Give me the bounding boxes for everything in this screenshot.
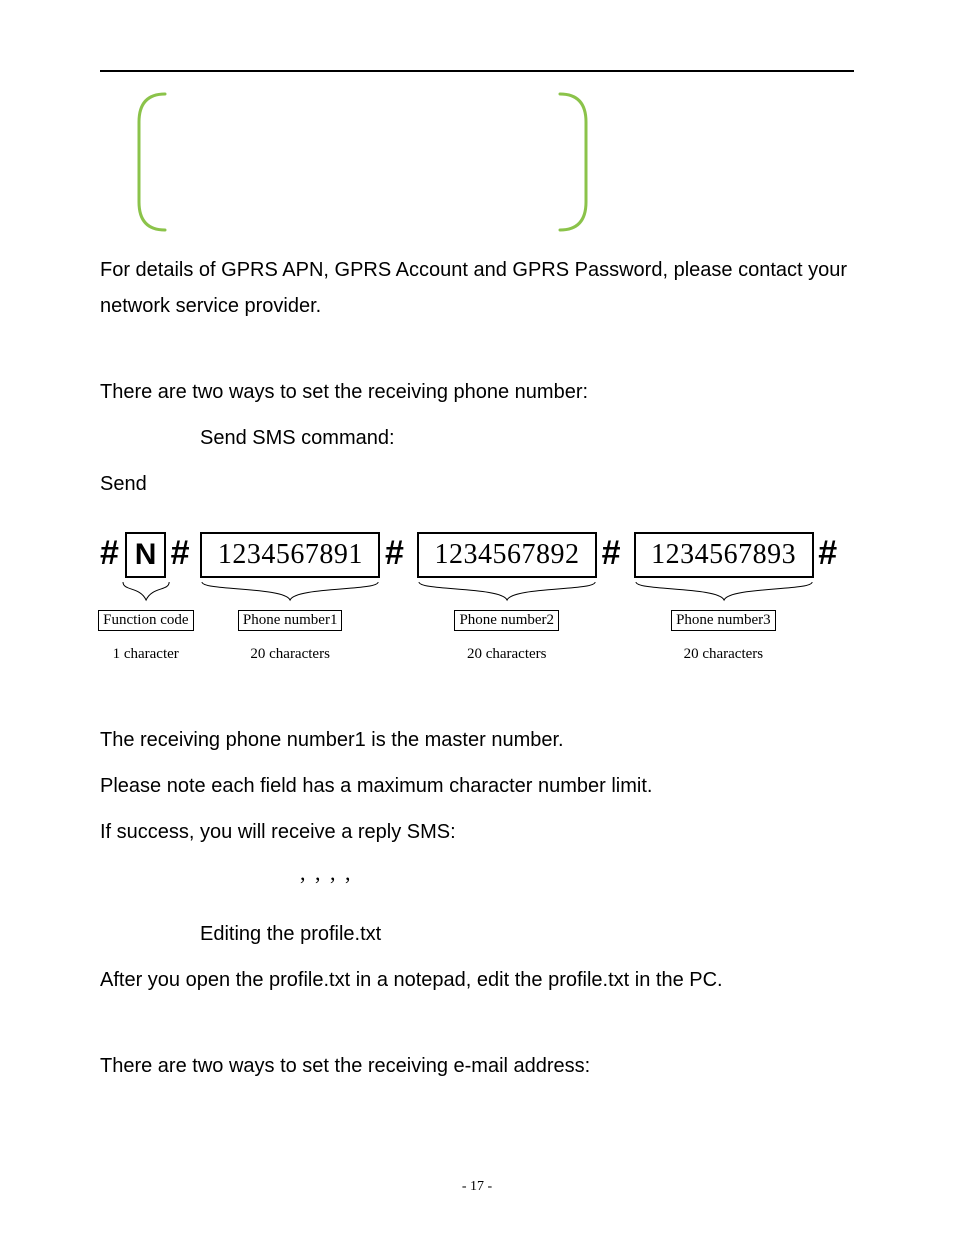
hash-separator: #: [818, 534, 837, 573]
paragraph-editing-profile: Editing the profile.txt: [100, 916, 854, 952]
paragraph-send: Send: [100, 466, 854, 502]
phone3-box: 1234567893: [634, 532, 814, 578]
label-function-code: Function code: [98, 610, 193, 631]
paragraph-master-number: The receiving phone number1 is the maste…: [100, 722, 854, 758]
hash-separator: #: [171, 534, 190, 573]
paragraph-gprs: For details of GPRS APN, GPRS Account an…: [100, 252, 854, 324]
note-phone2: 20 characters: [467, 646, 547, 663]
note-phone3: 20 characters: [684, 646, 764, 663]
label-phone2: Phone number2: [454, 610, 559, 631]
brace-icon: [200, 580, 380, 602]
hash-separator: #: [602, 534, 621, 573]
phone1-box: 1234567891: [200, 532, 380, 578]
page-number: - 17 -: [0, 1179, 954, 1195]
brace-icon: [634, 580, 814, 602]
label-phone3: Phone number3: [671, 610, 776, 631]
top-rule: [100, 70, 854, 72]
function-code-box: N: [125, 532, 166, 578]
note-function-code: 1 character: [113, 646, 179, 663]
phone2-box: 1234567892: [417, 532, 597, 578]
note-phone1: 20 characters: [250, 646, 330, 663]
paragraph-send-sms: Send SMS command:: [100, 420, 854, 456]
hash-separator: #: [100, 534, 119, 573]
label-phone1: Phone number1: [238, 610, 343, 631]
hash-separator: #: [385, 534, 404, 573]
paragraph-success-reply: If success, you will receive a reply SMS…: [100, 814, 854, 850]
brace-icon: [121, 580, 171, 602]
paragraph-two-ways-phone: There are two ways to set the receiving …: [100, 374, 854, 410]
brace-icon: [417, 580, 597, 602]
paragraph-two-ways-email: There are two ways to set the receiving …: [100, 1048, 854, 1084]
green-bracket-region: [100, 92, 854, 242]
bracket-left-icon: [135, 92, 165, 232]
reply-sms-text: , , , ,: [100, 860, 854, 886]
bracket-right-icon: [560, 92, 590, 232]
paragraph-char-limit: Please note each field has a maximum cha…: [100, 768, 854, 804]
paragraph-open-profile: After you open the profile.txt in a note…: [100, 962, 854, 998]
document-page: For details of GPRS APN, GPRS Account an…: [0, 0, 954, 1235]
sms-command-diagram: #N#1234567891#1234567892#1234567893#Func…: [100, 532, 854, 692]
